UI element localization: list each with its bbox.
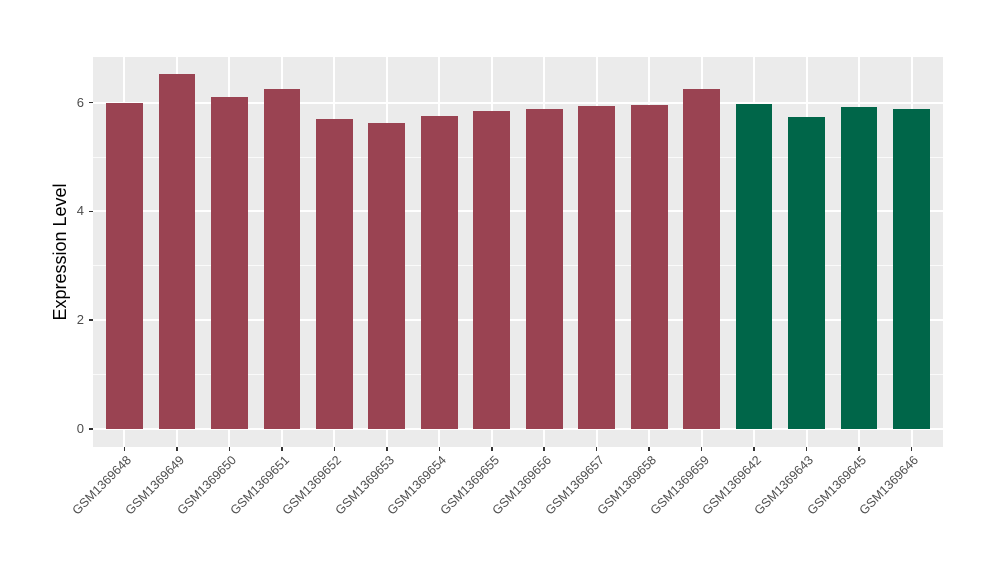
x-axis-tick bbox=[123, 447, 126, 451]
bar-GSM1369653 bbox=[368, 123, 406, 429]
gridline-minor-horizontal bbox=[93, 374, 943, 376]
y-tick-label: 2 bbox=[76, 312, 84, 328]
x-axis-tick bbox=[228, 447, 231, 451]
x-axis-tick bbox=[438, 447, 441, 451]
y-axis-tick bbox=[89, 428, 93, 430]
x-axis-tick bbox=[595, 447, 598, 451]
bar-GSM1369657 bbox=[578, 105, 616, 429]
bar-GSM1369650 bbox=[211, 96, 248, 429]
bar-GSM1369655 bbox=[473, 110, 511, 429]
gridline-major-horizontal bbox=[93, 101, 943, 104]
x-axis-tick bbox=[648, 447, 650, 451]
gridline-minor-horizontal bbox=[93, 156, 943, 158]
x-axis-tick bbox=[176, 447, 178, 451]
y-tick-label: 4 bbox=[76, 203, 84, 219]
bar-GSM1369646 bbox=[893, 109, 930, 429]
bar-GSM1369649 bbox=[158, 74, 196, 429]
bar-GSM1369658 bbox=[630, 104, 668, 429]
x-axis-tick bbox=[700, 447, 703, 451]
x-axis-tick bbox=[281, 447, 283, 451]
bar-GSM1369643 bbox=[788, 117, 825, 429]
x-axis-tick bbox=[858, 447, 860, 451]
y-axis-tick bbox=[89, 319, 93, 321]
bar-GSM1369654 bbox=[420, 116, 458, 429]
bar-GSM1369645 bbox=[840, 107, 878, 429]
gridline-major-horizontal bbox=[93, 319, 943, 322]
y-axis-tick bbox=[89, 101, 93, 104]
bar-GSM1369648 bbox=[106, 102, 143, 429]
bar-GSM1369656 bbox=[525, 109, 563, 429]
x-axis-tick bbox=[753, 447, 755, 451]
bar-GSM1369651 bbox=[263, 89, 301, 429]
y-tick-label: 6 bbox=[76, 94, 84, 110]
x-axis-tick bbox=[386, 447, 388, 451]
bar-GSM1369642 bbox=[735, 104, 773, 429]
y-tick-label: 0 bbox=[76, 421, 84, 436]
x-axis-tick bbox=[910, 447, 913, 451]
y-axis-tick bbox=[89, 210, 93, 213]
x-axis-tick bbox=[805, 447, 808, 451]
x-axis-tick bbox=[543, 447, 545, 451]
x-axis-tick bbox=[491, 447, 493, 451]
gridline-major-horizontal bbox=[93, 428, 943, 430]
bar-GSM1369652 bbox=[315, 118, 353, 429]
gridline-major-horizontal bbox=[93, 210, 943, 213]
gridline-minor-horizontal bbox=[93, 265, 943, 267]
x-axis-tick bbox=[333, 447, 336, 451]
bar-GSM1369659 bbox=[683, 89, 720, 429]
plot-panel: 0 2 4 6 GSM1369648 GSM1369649 GSM1369650 GSM136… bbox=[70, 57, 943, 517]
